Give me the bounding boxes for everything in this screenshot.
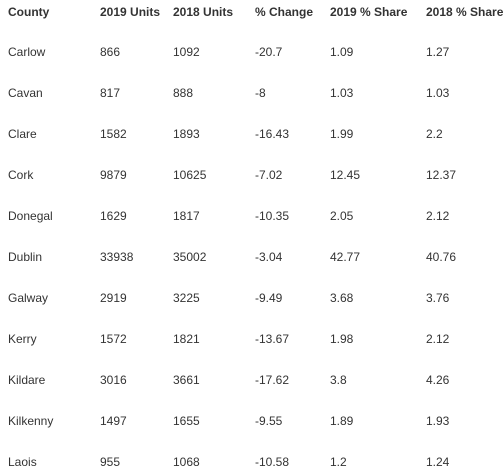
- cell-2019-units: 1629: [100, 209, 127, 223]
- cell-2019-share: 3.8: [330, 373, 347, 387]
- cell-county: Carlow: [8, 45, 46, 59]
- cell-county: Laois: [8, 455, 37, 469]
- cell-2018-share: 2.12: [426, 332, 450, 346]
- cell-2018-share: 2.12: [426, 209, 450, 223]
- cell-2018-share: 1.93: [426, 414, 450, 428]
- cell-2019-units: 33938: [100, 250, 134, 264]
- header-2018-units: 2018 Units: [173, 5, 234, 19]
- cell-2019-share: 1.98: [330, 332, 354, 346]
- cell-county: Cork: [8, 168, 34, 182]
- cell-2018-share: 4.26: [426, 373, 450, 387]
- cell-2019-units: 817: [100, 86, 121, 100]
- header-2019-units: 2019 Units: [100, 5, 161, 19]
- cell-percent-change: -10.58: [255, 455, 290, 469]
- table-row: Clare 1582 1893 -16.43 1.99 2.2: [0, 122, 504, 146]
- table-header-row: County 2019 Units 2018 Units % Change 20…: [0, 0, 504, 24]
- cell-2018-units: 3225: [173, 291, 200, 305]
- cell-2019-share: 1.09: [330, 45, 354, 59]
- cell-county: Dublin: [8, 250, 43, 264]
- table-row: Carlow 866 1092 -20.7 1.09 1.27: [0, 40, 504, 64]
- cell-percent-change: -13.67: [255, 332, 290, 346]
- cell-2018-units: 1821: [173, 332, 200, 346]
- table-row: Dublin 33938 35002 -3.04 42.77 40.76: [0, 245, 504, 269]
- cell-percent-change: -7.02: [255, 168, 283, 182]
- cell-county: Cavan: [8, 86, 43, 100]
- cell-2019-share: 2.05: [330, 209, 354, 223]
- cell-2019-share: 1.2: [330, 455, 347, 469]
- cell-county: Clare: [8, 127, 37, 141]
- cell-2019-units: 866: [100, 45, 121, 59]
- cell-2019-units: 1497: [100, 414, 127, 428]
- header-percent-change: % Change: [255, 5, 314, 19]
- cell-2019-share: 12.45: [330, 168, 361, 182]
- cell-2019-share: 1.03: [330, 86, 354, 100]
- header-2019-share: 2019 % Share: [330, 5, 408, 19]
- cell-2019-share: 1.89: [330, 414, 354, 428]
- cell-percent-change: -10.35: [255, 209, 290, 223]
- cell-2019-units: 9879: [100, 168, 127, 182]
- cell-2018-share: 1.03: [426, 86, 450, 100]
- cell-2018-share: 3.76: [426, 291, 450, 305]
- cell-2018-share: 1.24: [426, 455, 450, 469]
- cell-2018-share: 1.27: [426, 45, 450, 59]
- table-row: Donegal 1629 1817 -10.35 2.05 2.12: [0, 204, 504, 228]
- cell-percent-change: -3.04: [255, 250, 283, 264]
- table-row: Kerry 1572 1821 -13.67 1.98 2.12: [0, 327, 504, 351]
- cell-percent-change: -16.43: [255, 127, 290, 141]
- table-row: Kilkenny 1497 1655 -9.55 1.89 1.93: [0, 409, 504, 433]
- cell-county: Donegal: [8, 209, 53, 223]
- cell-county: Galway: [8, 291, 49, 305]
- cell-county: Kildare: [8, 373, 46, 387]
- cell-percent-change: -17.62: [255, 373, 290, 387]
- cell-percent-change: -9.49: [255, 291, 283, 305]
- cell-2018-share: 2.2: [426, 127, 443, 141]
- table-row: Cavan 817 888 -8 1.03 1.03: [0, 81, 504, 105]
- cell-2018-units: 1893: [173, 127, 200, 141]
- header-2018-share: 2018 % Share: [426, 5, 504, 19]
- cell-county: Kerry: [8, 332, 37, 346]
- cell-county: Kilkenny: [8, 414, 54, 428]
- header-county: County: [8, 5, 50, 19]
- cell-2019-units: 3016: [100, 373, 127, 387]
- cell-2018-units: 3661: [173, 373, 200, 387]
- cell-2018-units: 888: [173, 86, 194, 100]
- cell-2019-units: 1582: [100, 127, 127, 141]
- cell-2018-share: 40.76: [426, 250, 457, 264]
- cell-2019-units: 1572: [100, 332, 127, 346]
- cell-2019-share: 42.77: [330, 250, 361, 264]
- table-row: Laois 955 1068 -10.58 1.2 1.24: [0, 450, 504, 474]
- cell-percent-change: -20.7: [255, 45, 283, 59]
- cell-2018-units: 35002: [173, 250, 207, 264]
- cell-2018-share: 12.37: [426, 168, 457, 182]
- cell-2019-units: 2919: [100, 291, 127, 305]
- cell-2018-units: 1092: [173, 45, 200, 59]
- cell-2018-units: 1068: [173, 455, 200, 469]
- cell-2019-share: 1.99: [330, 127, 354, 141]
- table-row: Cork 9879 10625 -7.02 12.45 12.37: [0, 163, 504, 187]
- cell-2018-units: 10625: [173, 168, 207, 182]
- cell-2018-units: 1817: [173, 209, 200, 223]
- cell-percent-change: -9.55: [255, 414, 283, 428]
- cell-2019-share: 3.68: [330, 291, 354, 305]
- table-row: Galway 2919 3225 -9.49 3.68 3.76: [0, 286, 504, 310]
- table-row: Kildare 3016 3661 -17.62 3.8 4.26: [0, 368, 504, 392]
- cell-2018-units: 1655: [173, 414, 200, 428]
- cell-percent-change: -8: [255, 86, 266, 100]
- cell-2019-units: 955: [100, 455, 121, 469]
